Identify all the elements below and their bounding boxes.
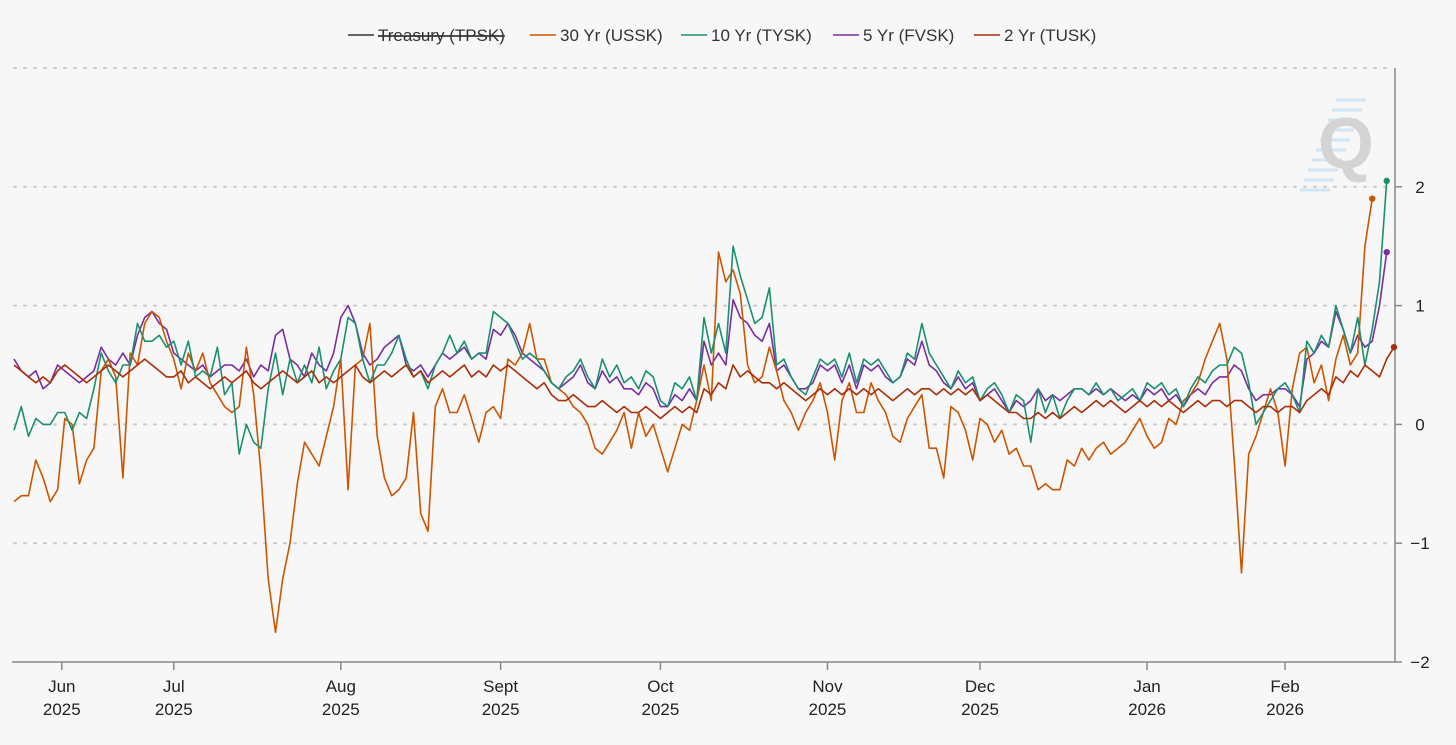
series-end-point xyxy=(1369,195,1376,202)
legend-item-30-yr-ussk-[interactable]: 30 Yr (USSK) xyxy=(530,26,663,45)
legend-label: 10 Yr (TYSK) xyxy=(711,26,812,45)
x-tick-label-month: Oct xyxy=(647,677,674,696)
x-tick-label-month: Feb xyxy=(1270,677,1299,696)
x-tick-label-month: Jul xyxy=(163,677,185,696)
y-tick-label: 0 xyxy=(1415,415,1424,434)
x-tick-label-year: 2025 xyxy=(155,700,193,719)
legend-label: 5 Yr (FVSK) xyxy=(863,26,954,45)
series-end-point xyxy=(1390,343,1398,351)
series-line-5-yr-fvsk-[interactable] xyxy=(13,251,1388,414)
series-line-2-yr-tusk-[interactable] xyxy=(13,346,1395,420)
y-tick-label: 1 xyxy=(1415,297,1424,316)
x-tick-label-year: 2025 xyxy=(482,700,520,719)
x-tick-label-year: 2025 xyxy=(642,700,680,719)
x-tick-label-year: 2025 xyxy=(43,700,81,719)
x-tick-label-month: Jan xyxy=(1133,677,1160,696)
x-tick-label-year: 2025 xyxy=(322,700,360,719)
watermark-logo: Q xyxy=(1300,98,1374,192)
legend-item-5-yr-fvsk-[interactable]: 5 Yr (FVSK) xyxy=(833,26,954,45)
x-tick-label-year: 2025 xyxy=(809,700,847,719)
legend-label: Treasury (TPSK) xyxy=(378,26,505,45)
series-line-30-yr-ussk-[interactable] xyxy=(13,198,1373,634)
series-line-10-yr-tysk-[interactable] xyxy=(13,180,1388,455)
x-tick-label-month: Jun xyxy=(48,677,75,696)
x-tick-label-month: Sept xyxy=(483,677,518,696)
grid-layer xyxy=(13,67,1395,545)
x-tick-label-month: Nov xyxy=(812,677,843,696)
axes: 2 1 0 −1 −2 Jun 2025 Jul 2025 Aug 2025 Sept 2025 Oct 2… xyxy=(12,68,1430,719)
watermark-letter: Q xyxy=(1318,104,1374,184)
x-tick-label-year: 2026 xyxy=(1266,700,1304,719)
legend-item-10-yr-tysk-[interactable]: 10 Yr (TYSK) xyxy=(681,26,812,45)
x-tick-label-month: Aug xyxy=(326,677,356,696)
x-tick-label-year: 2025 xyxy=(961,700,999,719)
x-tick-label-month: Dec xyxy=(965,677,996,696)
y-tick-label: 2 xyxy=(1415,178,1424,197)
legend-label: 30 Yr (USSK) xyxy=(560,26,663,45)
legend-item-treasury-tpsk-[interactable]: Treasury (TPSK) xyxy=(348,26,505,45)
series-end-point xyxy=(1383,248,1390,256)
series-end-point xyxy=(1383,177,1390,185)
y-tick-label: −2 xyxy=(1410,653,1429,672)
y-tick-label: −1 xyxy=(1410,534,1429,553)
series-layer xyxy=(13,177,1398,634)
x-tick-label-year: 2026 xyxy=(1128,700,1166,719)
legend-item-2-yr-tusk-[interactable]: 2 Yr (TUSK) xyxy=(974,26,1096,45)
legend-label: 2 Yr (TUSK) xyxy=(1004,26,1096,45)
legend: Treasury (TPSK) 30 Yr (USSK) 10 Yr (TYSK) 5… xyxy=(348,26,1096,45)
